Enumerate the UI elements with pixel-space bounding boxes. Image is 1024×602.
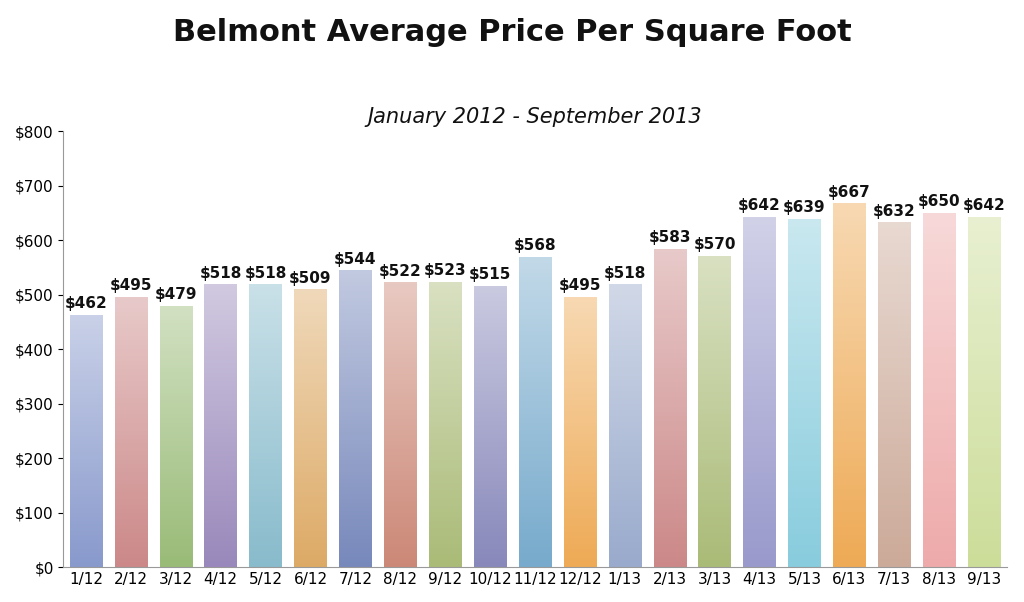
Text: $583: $583	[648, 231, 691, 245]
Title: January 2012 - September 2013: January 2012 - September 2013	[368, 107, 702, 127]
Text: $515: $515	[469, 267, 511, 282]
Text: $523: $523	[424, 263, 467, 278]
Text: $570: $570	[693, 237, 736, 252]
Text: $632: $632	[872, 203, 915, 219]
Text: $518: $518	[245, 265, 287, 281]
Text: $509: $509	[289, 271, 332, 285]
Text: $544: $544	[334, 252, 377, 267]
Text: $518: $518	[200, 265, 242, 281]
Text: $462: $462	[65, 296, 108, 311]
Text: $522: $522	[379, 264, 422, 279]
Text: $667: $667	[828, 185, 870, 199]
Text: $568: $568	[514, 238, 556, 253]
Text: $495: $495	[559, 278, 601, 293]
Text: $650: $650	[918, 194, 961, 209]
Text: $479: $479	[155, 287, 197, 302]
Text: $518: $518	[603, 265, 646, 281]
Text: $495: $495	[110, 278, 153, 293]
Text: $642: $642	[963, 198, 1006, 213]
Text: $642: $642	[738, 198, 781, 213]
Text: Belmont Average Price Per Square Foot: Belmont Average Price Per Square Foot	[173, 18, 851, 47]
Text: $639: $639	[783, 200, 825, 215]
